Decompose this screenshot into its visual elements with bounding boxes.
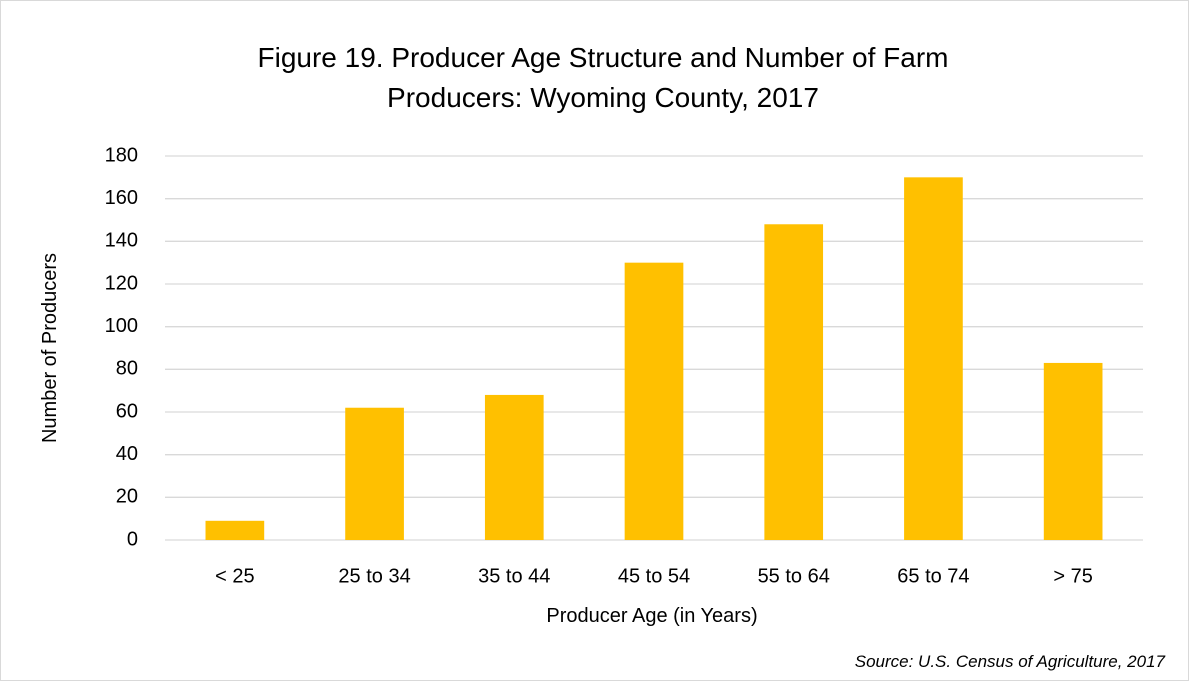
y-tick-label: 180 xyxy=(105,144,138,166)
x-axis-title: Producer Age (in Years) xyxy=(546,605,757,627)
bar xyxy=(1043,362,1103,540)
x-tick-label: > 75 xyxy=(1053,565,1092,587)
bar xyxy=(205,520,265,540)
bar xyxy=(624,262,684,540)
y-tick-label: 0 xyxy=(127,528,138,550)
chart-title: Figure 19. Producer Age Structure and Nu… xyxy=(257,42,949,113)
y-axis-title: Number of Producers xyxy=(39,253,61,443)
x-tick-label: 65 to 74 xyxy=(897,565,969,587)
y-tick-label: 60 xyxy=(116,400,138,422)
y-tick-label: 80 xyxy=(116,358,138,380)
y-tick-label: 20 xyxy=(116,486,138,508)
x-tick-label: 25 to 34 xyxy=(338,565,410,587)
x-tick-label: 35 to 44 xyxy=(478,565,550,587)
x-tick-label: < 25 xyxy=(215,565,254,587)
y-tick-label: 120 xyxy=(105,272,138,294)
bar xyxy=(904,177,963,541)
bar xyxy=(345,407,404,540)
x-tick-label: 45 to 54 xyxy=(618,565,690,587)
bar xyxy=(484,394,544,540)
x-tick-label: 55 to 64 xyxy=(758,565,830,587)
y-tick-label: 40 xyxy=(116,443,138,465)
bar xyxy=(764,224,824,540)
y-tick-label: 140 xyxy=(105,230,138,252)
y-tick-label: 100 xyxy=(105,315,138,337)
y-tick-label: 160 xyxy=(105,187,138,209)
source-note: Source: U.S. Census of Agriculture, 2017 xyxy=(855,652,1166,671)
